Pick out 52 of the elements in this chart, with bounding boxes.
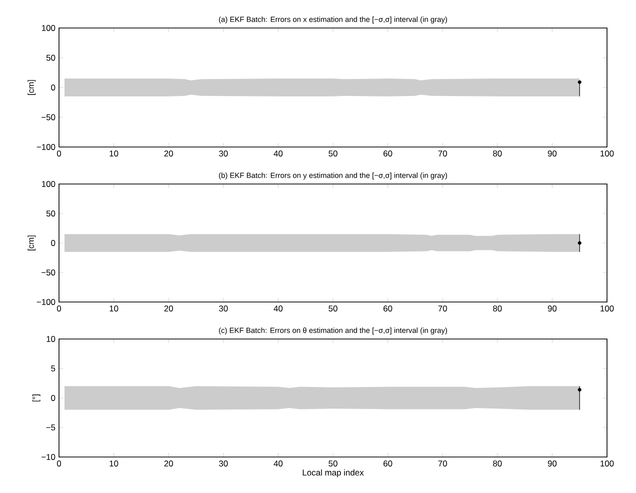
y-tick-label: 0 (51, 394, 56, 401)
x-tick-label: 10 (110, 306, 118, 312)
x-tick-label: 60 (384, 150, 392, 156)
x-tick-label: 20 (164, 150, 173, 156)
y-tick-label: −50 (42, 269, 56, 276)
x-axis-title: Local map index (302, 469, 364, 478)
x-tick-label: 30 (219, 460, 228, 466)
x-tick-label: 80 (493, 150, 502, 156)
y-tick-label: −5 (46, 424, 56, 430)
x-tick-label: 20 (164, 460, 173, 466)
x-tick-label: 90 (548, 306, 557, 312)
y-tick-label: −100 (36, 144, 56, 150)
x-tick-label: 90 (548, 150, 557, 156)
x-tick-label: 50 (328, 150, 338, 156)
y-tick-label: −100 (36, 298, 56, 305)
x-tick-label: 50 (328, 306, 338, 312)
x-tick-label: 30 (219, 150, 228, 156)
x-tick-label: 0 (56, 306, 62, 312)
x-tick-label: 60 (384, 306, 392, 312)
x-tick-label: 40 (274, 460, 283, 466)
x-tick-label: 70 (438, 150, 447, 156)
x-tick-label: 10 (110, 150, 118, 156)
y-tick-label: 50 (46, 210, 56, 216)
y-tick-label: 0 (51, 84, 56, 90)
x-tick-label: 80 (493, 306, 502, 312)
x-tick-label: 50 (328, 460, 338, 466)
x-tick-label: 100 (600, 150, 614, 156)
x-tick-label: 10 (110, 460, 118, 466)
x-tick-label: 40 (274, 150, 283, 156)
x-tick-label: 90 (548, 460, 557, 466)
y-tick-label: 100 (42, 24, 56, 31)
x-tick-label: 100 (600, 306, 614, 312)
y-axis-title: [°] (32, 394, 40, 402)
x-tick-label: 80 (493, 460, 502, 466)
y-axis-title: [cm] (28, 80, 36, 95)
y-axis-title: [cm] (28, 236, 36, 250)
y-tick-label: 5 (51, 366, 56, 372)
x-tick-label: 0 (56, 460, 62, 466)
x-tick-label: 0 (56, 150, 62, 156)
y-tick-label: 100 (42, 180, 56, 187)
x-tick-label: 70 (438, 306, 447, 312)
x-tick-label: 100 (600, 460, 614, 466)
y-tick-label: 0 (51, 240, 56, 246)
y-tick-label: −10 (42, 454, 56, 460)
y-tick-label: −50 (42, 114, 56, 120)
y-tick-label: 10 (46, 336, 56, 342)
x-tick-label: 40 (274, 306, 283, 312)
x-tick-label: 20 (164, 306, 173, 312)
x-tick-label: 60 (384, 460, 392, 466)
y-tick-label: 50 (46, 54, 56, 61)
x-tick-label: 30 (219, 306, 228, 312)
x-tick-label: 70 (438, 460, 447, 466)
